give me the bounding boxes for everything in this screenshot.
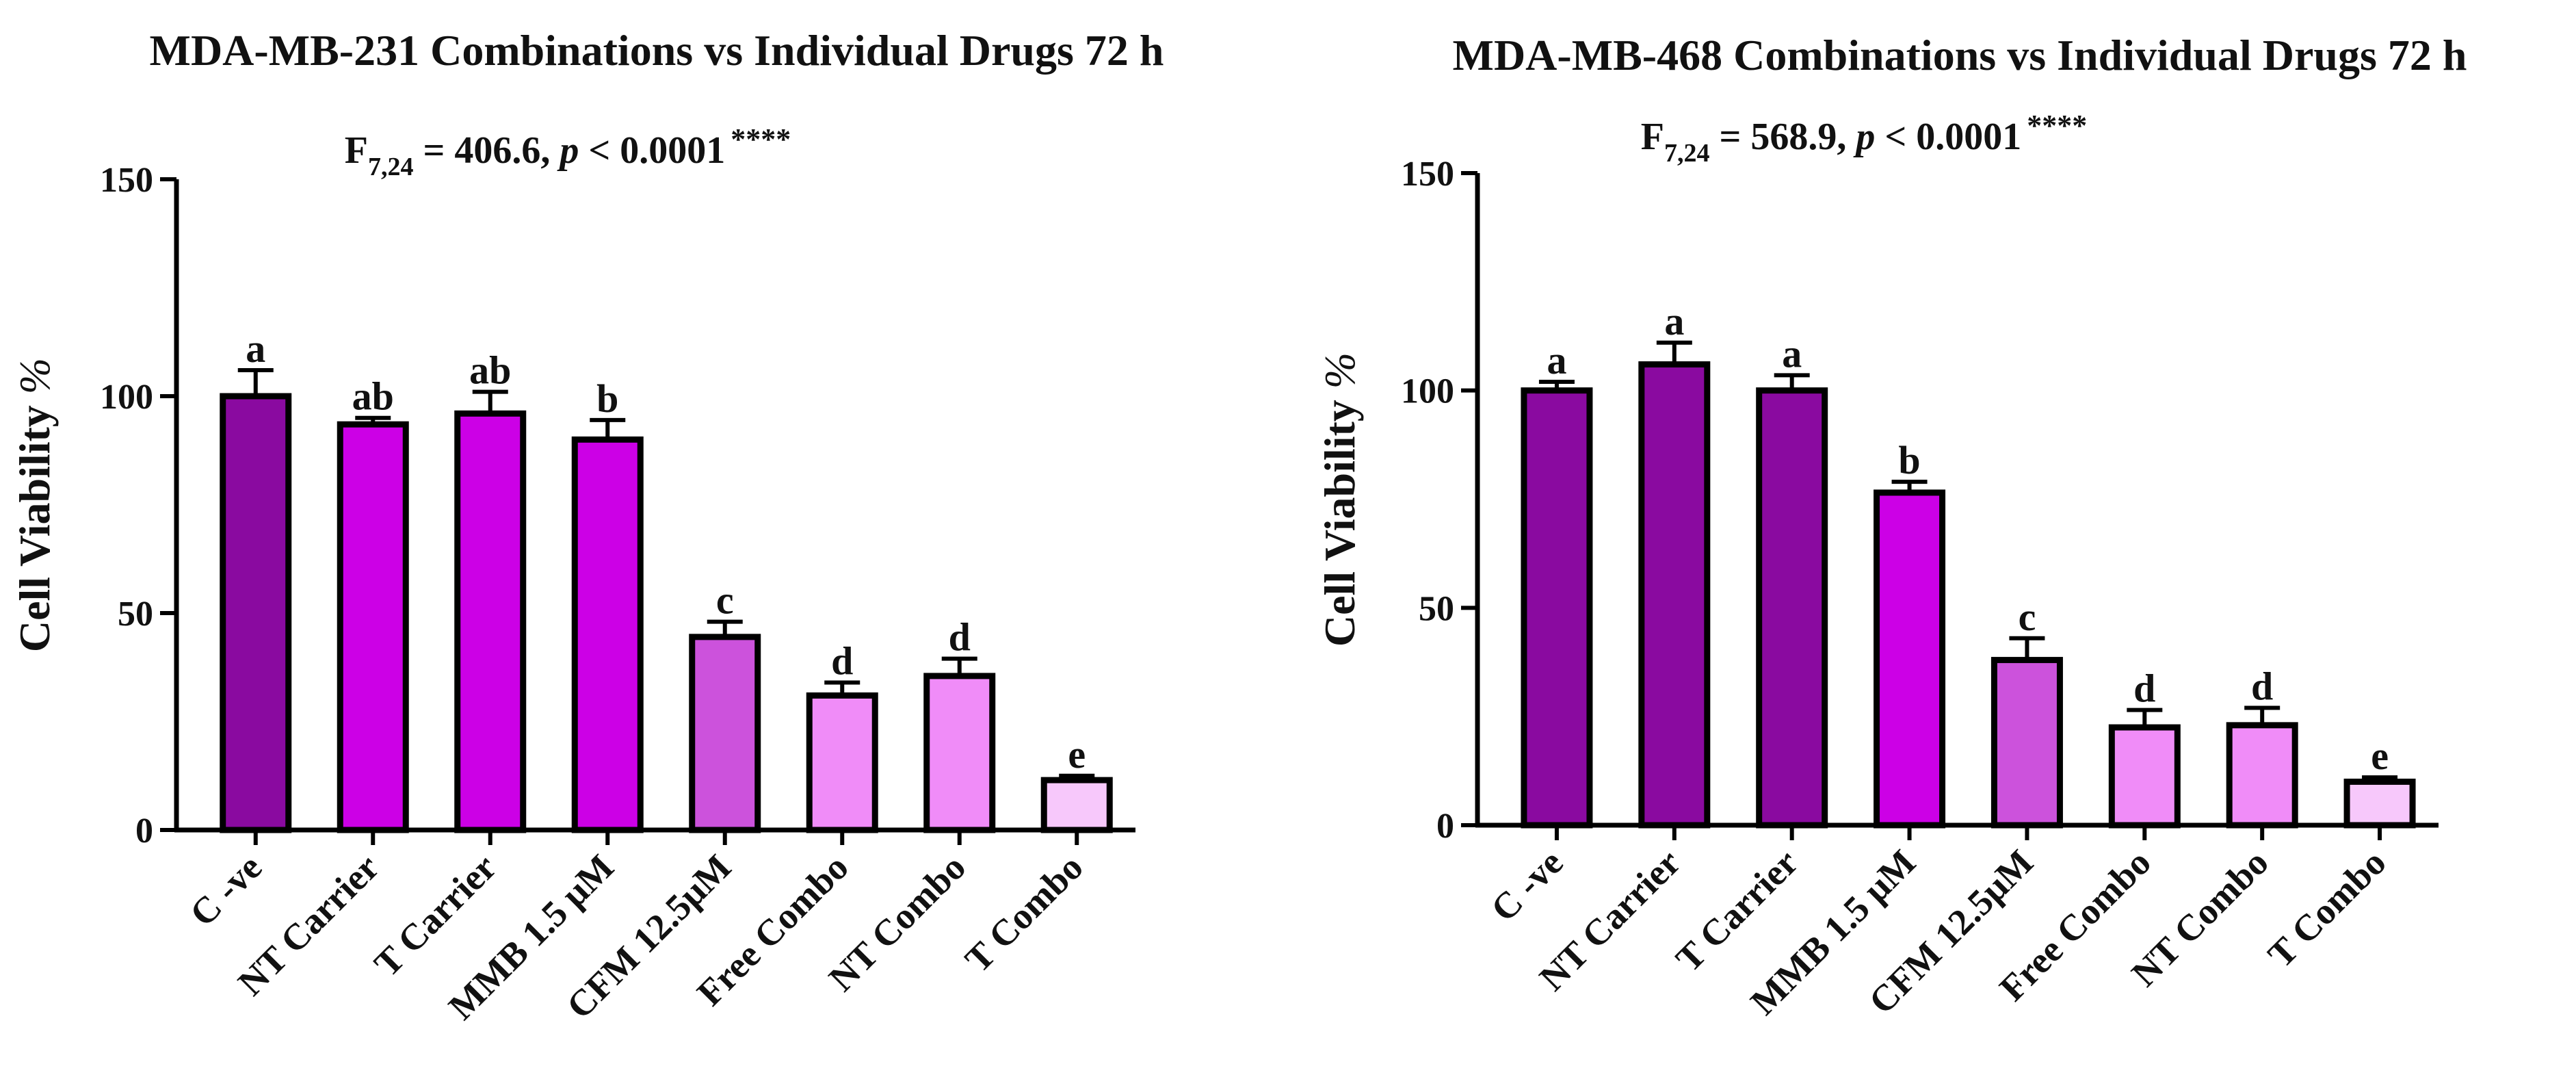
y-tick-label: 50 [118, 595, 153, 634]
x-tick-label: T Combo [2260, 842, 2394, 976]
bar [1638, 361, 1711, 829]
significance-letter: e [1068, 732, 1086, 777]
y-axis-label: Cell Viability % [10, 358, 59, 652]
bar [923, 673, 996, 833]
bar [1874, 489, 1946, 829]
bar [337, 421, 409, 833]
y-axis-label: Cell Viability % [1315, 352, 1364, 647]
bar [454, 410, 527, 833]
y-tick-label: 0 [1436, 807, 1454, 846]
significance-letter: c [716, 578, 734, 623]
bar [1040, 777, 1113, 833]
bar [2343, 778, 2416, 829]
bar [806, 692, 878, 833]
bar [2108, 724, 2181, 829]
significance-letter: ab [469, 348, 511, 393]
bar [1756, 387, 1828, 829]
significance-letter: d [831, 638, 853, 683]
y-tick-label: 150 [100, 161, 153, 200]
x-tick-label: C -ve [1483, 842, 1570, 929]
y-tick-label: 100 [100, 378, 153, 417]
panel-mda-mb-468: MDA-MB-468 Combinations vs Individual Dr… [1315, 31, 2467, 1023]
significance-letter: d [2251, 664, 2273, 708]
stat-annotation: F7,24 = 568.9, p < 0.0001 **** [1641, 109, 2088, 168]
significance-letter: a [246, 326, 265, 371]
panel-mda-mb-231: MDA-MB-231 Combinations vs Individual Dr… [10, 26, 1164, 1028]
x-tick-label: T Combo [957, 846, 1091, 981]
bar [220, 393, 292, 833]
significance-letter: b [1898, 438, 1920, 482]
significance-letter: d [2133, 666, 2155, 711]
chart-title: MDA-MB-231 Combinations vs Individual Dr… [150, 26, 1164, 75]
chart-title: MDA-MB-468 Combinations vs Individual Dr… [1453, 31, 2467, 79]
y-tick-label: 150 [1401, 155, 1454, 194]
significance-letter: c [2019, 595, 2036, 639]
y-tick-label: 50 [1419, 589, 1454, 628]
y-tick-label: 0 [135, 812, 153, 851]
bar [1990, 657, 2063, 829]
bar [1521, 387, 1593, 829]
significance-letter: b [596, 376, 618, 421]
y-tick-label: 100 [1401, 372, 1454, 411]
bar [571, 436, 644, 833]
significance-letter: d [949, 615, 971, 660]
significance-letter: ab [352, 374, 394, 419]
significance-letter: a [1782, 331, 1802, 376]
significance-letter: a [1547, 338, 1566, 382]
bar [689, 634, 761, 833]
significance-letter: a [1664, 299, 1684, 343]
x-tick-label: C -ve [182, 846, 270, 934]
stat-annotation: F7,24 = 406.6, p < 0.0001 **** [345, 122, 791, 181]
significance-letter: e [2371, 734, 2389, 778]
bar [2226, 722, 2298, 829]
